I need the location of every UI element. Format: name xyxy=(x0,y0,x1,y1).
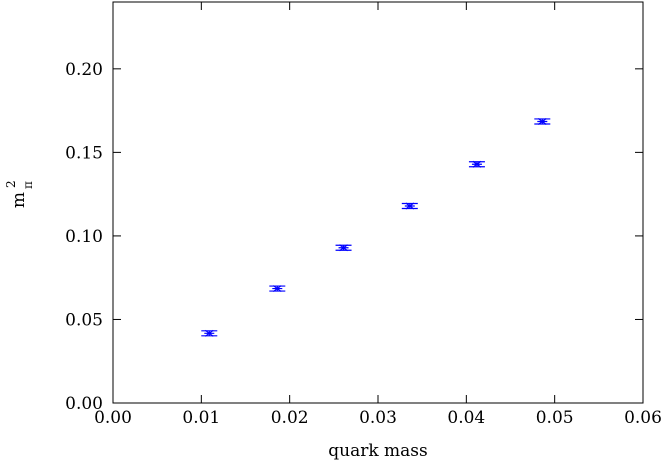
x-tick-label: 0.00 xyxy=(94,408,132,428)
x-tick-label: 0.04 xyxy=(447,408,485,428)
plot-frame xyxy=(112,1,644,404)
y-axis-label: m π 2 xyxy=(4,180,35,208)
y-label-base: m xyxy=(9,192,29,208)
x-tick-label: 0.03 xyxy=(359,408,397,428)
y-tick-label: 0.10 xyxy=(65,227,103,247)
point xyxy=(537,117,548,125)
point xyxy=(404,202,415,210)
point xyxy=(204,329,215,337)
point xyxy=(338,244,349,252)
x-tick-label: 0.05 xyxy=(536,408,574,428)
y-tick-label: 0.05 xyxy=(65,310,103,330)
x-tick-label: 0.06 xyxy=(624,408,662,428)
x-tick-label: 0.01 xyxy=(182,408,220,428)
x-tick-label: 0.02 xyxy=(271,408,309,428)
point xyxy=(471,160,482,168)
y-tick-label: 0.15 xyxy=(65,143,103,163)
y-tick-label: 0.20 xyxy=(65,60,103,80)
x-axis-label: quark mass xyxy=(328,441,428,461)
y-label-sup: 2 xyxy=(4,180,18,188)
y-label-sub: π xyxy=(21,181,35,189)
point xyxy=(272,285,283,293)
y-tick-label: 0.00 xyxy=(65,394,103,414)
